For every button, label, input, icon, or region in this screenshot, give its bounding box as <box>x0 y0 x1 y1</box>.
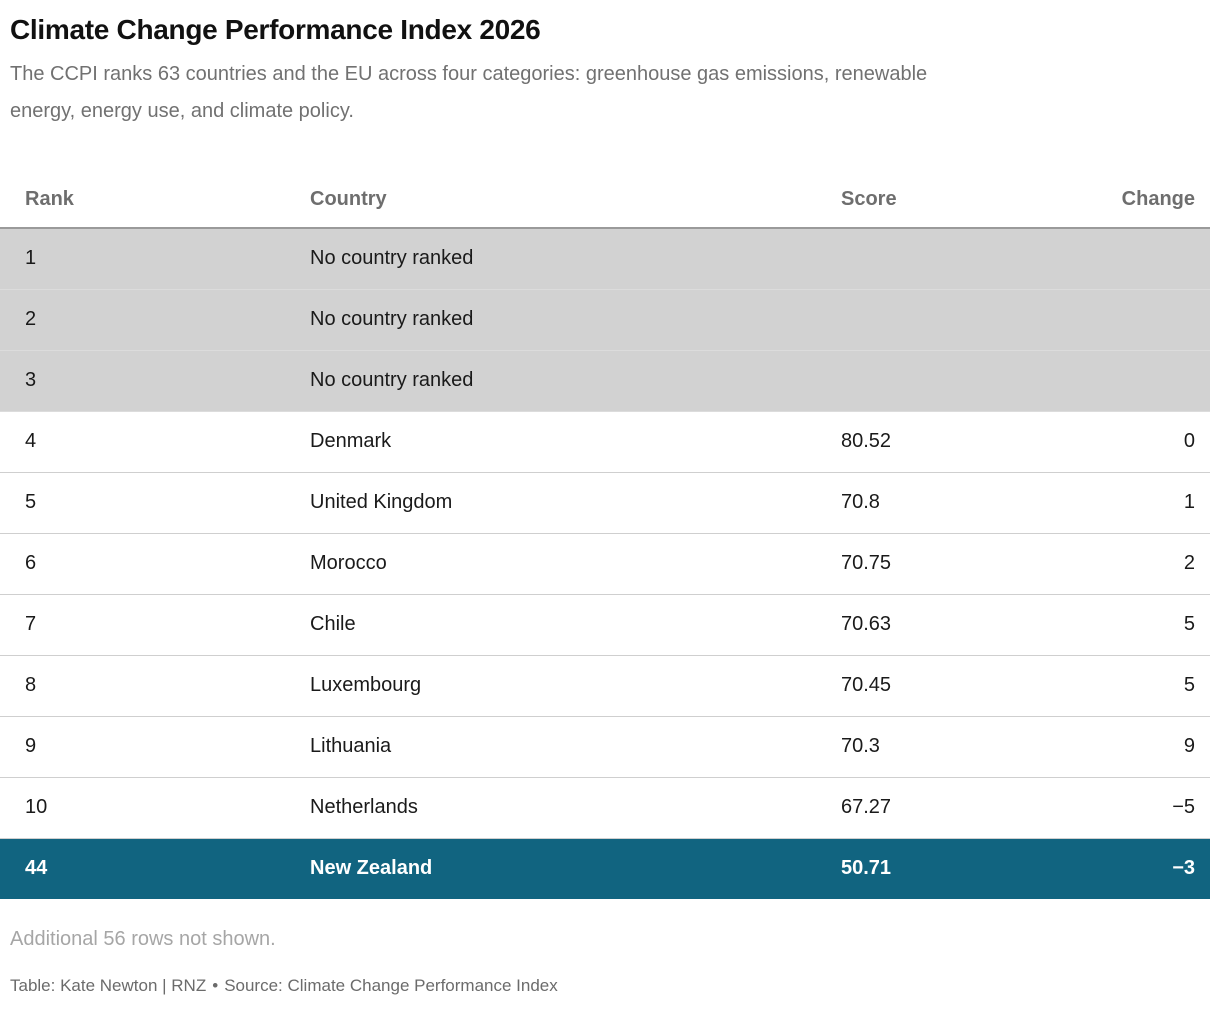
cell-rank: 7 <box>0 594 310 656</box>
cell-country: No country ranked <box>310 289 841 351</box>
cell-score: 70.63 <box>841 594 1011 656</box>
cell-score: 70.45 <box>841 655 1011 717</box>
table-row-rank-44: 44 New Zealand 50.71 −3 <box>0 838 1210 899</box>
table-row-rank-7: 7 Chile 70.63 5 <box>0 594 1210 656</box>
credit-byline: Table: Kate Newton | RNZ <box>10 976 207 995</box>
cell-country: No country ranked <box>310 350 841 412</box>
table-header-row: Rank Country Score Change <box>0 172 1210 229</box>
cell-change: 5 <box>1011 655 1210 717</box>
cell-score <box>841 289 1011 351</box>
table-row-rank-9: 9 Lithuania 70.3 9 <box>0 716 1210 778</box>
cell-change: 5 <box>1011 594 1210 656</box>
table-row-rank-1: 1 No country ranked <box>0 228 1210 290</box>
column-header-rank: Rank <box>0 172 310 229</box>
cell-rank: 3 <box>0 350 310 412</box>
cell-rank: 44 <box>25 857 48 880</box>
rows-not-shown-note: Additional 56 rows not shown. <box>10 928 276 950</box>
cell-score: 80.52 <box>841 411 1011 473</box>
cell-country: United Kingdom <box>310 472 841 534</box>
cell-change <box>1011 289 1210 351</box>
cell-score: 50.71 <box>841 857 892 880</box>
cell-score <box>841 350 1011 412</box>
table-row-rank-8: 8 Luxembourg 70.45 5 <box>0 655 1210 717</box>
cell-country: New Zealand <box>310 857 433 880</box>
cell-rank: 8 <box>0 655 310 717</box>
table-row-rank-3: 3 No country ranked <box>0 350 1210 412</box>
cell-change: −5 <box>1011 777 1210 839</box>
cell-rank: 4 <box>0 411 310 473</box>
table-row-rank-6: 6 Morocco 70.75 2 <box>0 533 1210 595</box>
table-credit: Table: Kate Newton | RNZ • Source: Climate… <box>10 975 1210 997</box>
cell-country: No country ranked <box>310 228 841 290</box>
page-title: Climate Change Performance Index 2026 <box>10 14 541 45</box>
cell-score: 67.27 <box>841 777 1011 839</box>
cell-country: Netherlands <box>310 777 841 839</box>
subtitle-line-1: The CCPI ranks 63 countries and the EU a… <box>10 63 928 85</box>
cell-change: 9 <box>1011 716 1210 778</box>
cell-country: Chile <box>310 594 841 656</box>
cell-change: 2 <box>1011 533 1210 595</box>
ccpi-table: Rank Country Score Change 1 No country ra… <box>0 172 1210 899</box>
cell-country: Morocco <box>310 533 841 595</box>
cell-score: 70.8 <box>841 472 1011 534</box>
cell-change: 0 <box>1011 411 1210 473</box>
cell-score: 70.75 <box>841 533 1011 595</box>
cell-rank: 5 <box>0 472 310 534</box>
column-header-change: Change <box>1011 172 1210 229</box>
cell-change: 1 <box>1011 472 1210 534</box>
chart-header: Climate Change Performance Index 2026 Th… <box>0 0 1220 130</box>
table-row-rank-4: 4 Denmark 80.52 0 <box>0 411 1210 473</box>
cell-rank: 6 <box>0 533 310 595</box>
cell-rank: 10 <box>0 777 310 839</box>
column-header-country: Country <box>310 172 841 229</box>
table-body: 1 No country ranked 2 No country ranked 3 No … <box>0 228 1210 899</box>
cell-change <box>1011 228 1210 290</box>
table-row-rank-10: 10 Netherlands 67.27 −5 <box>0 777 1210 839</box>
credit-bullet-separator: • <box>212 976 219 995</box>
cell-change: −3 <box>1172 857 1195 880</box>
subtitle-line-2: energy, energy use, and climate policy. <box>10 100 354 122</box>
cell-score: 70.3 <box>841 716 1011 778</box>
cell-rank: 9 <box>0 716 310 778</box>
table-row-rank-5: 5 United Kingdom 70.8 1 <box>0 472 1210 534</box>
chart-subtitle: The CCPI ranks 63 countries and the EU a… <box>10 56 1210 130</box>
cell-rank: 1 <box>0 228 310 290</box>
table-row-rank-2: 2 No country ranked <box>0 289 1210 351</box>
column-header-score: Score <box>841 172 1011 229</box>
cell-country: Luxembourg <box>310 655 841 717</box>
cell-change <box>1011 350 1210 412</box>
cell-rank: 2 <box>0 289 310 351</box>
cell-score <box>841 228 1011 290</box>
cell-country: Lithuania <box>310 716 841 778</box>
cell-country: Denmark <box>310 411 841 473</box>
credit-source: Source: Climate Change Performance Index <box>224 976 558 995</box>
